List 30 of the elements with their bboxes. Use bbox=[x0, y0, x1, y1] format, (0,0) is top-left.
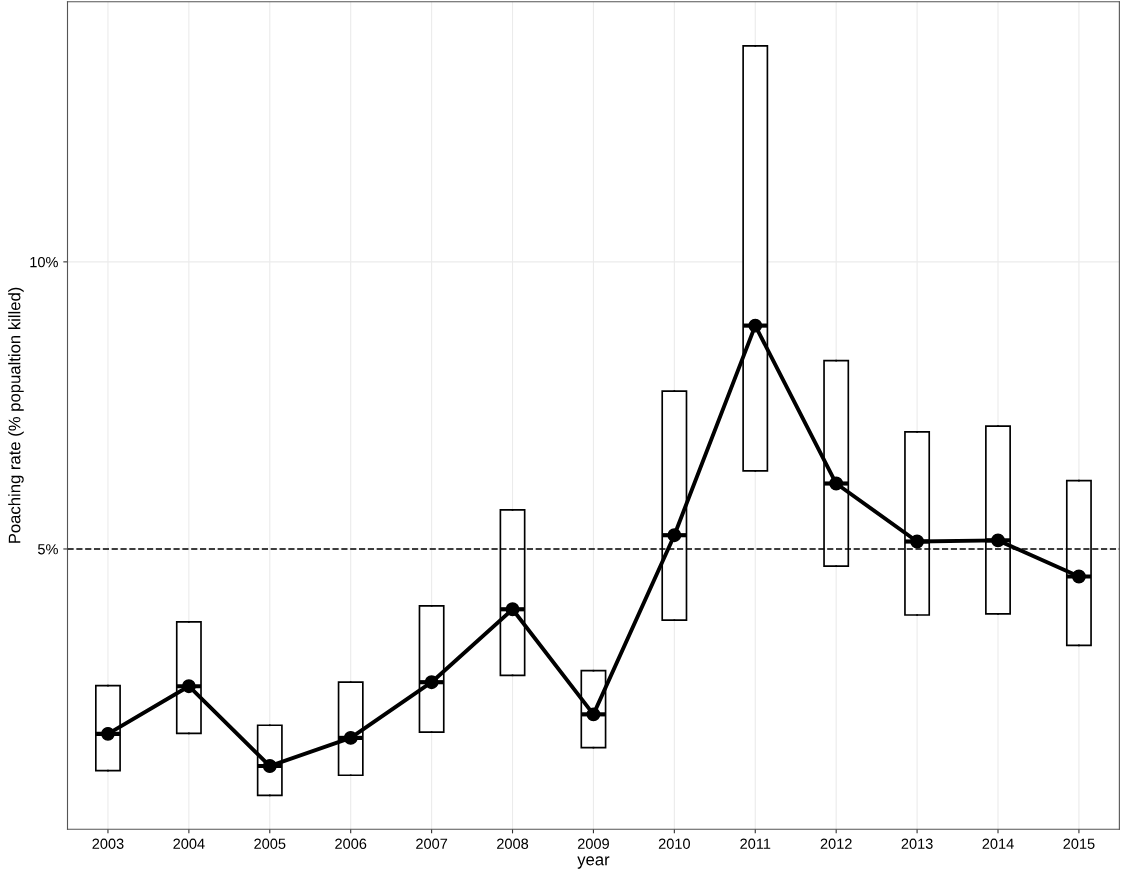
x-tick-label: 2014 bbox=[982, 838, 1014, 849]
point bbox=[181, 679, 196, 694]
point bbox=[343, 730, 358, 745]
x-tick-label: 2006 bbox=[335, 838, 367, 849]
x-tick-label: 2003 bbox=[92, 838, 124, 849]
x-tick-label: 2011 bbox=[740, 838, 771, 849]
x-tick-label: 2013 bbox=[901, 838, 933, 849]
x-tick-label: 2008 bbox=[497, 838, 529, 849]
x-tick-label: 2005 bbox=[254, 838, 286, 849]
x-tick-label: 2007 bbox=[416, 838, 448, 849]
point bbox=[505, 602, 520, 617]
point bbox=[586, 707, 601, 722]
point bbox=[667, 528, 682, 543]
point bbox=[991, 533, 1005, 548]
x-axis-title: year bbox=[577, 856, 610, 869]
point bbox=[424, 675, 439, 690]
x-tick-label: 2010 bbox=[658, 838, 690, 849]
x-tick-label: 2009 bbox=[577, 838, 609, 849]
y-tick-label: 5% bbox=[37, 544, 58, 555]
point bbox=[910, 534, 925, 549]
y-axis-title: Poaching rate (% popualtion killed) bbox=[8, 287, 24, 543]
x-tick-label: 2004 bbox=[173, 838, 205, 849]
point bbox=[1071, 569, 1086, 584]
point bbox=[101, 726, 115, 741]
point bbox=[829, 476, 844, 491]
x-tick-label: 2015 bbox=[1063, 838, 1095, 849]
point bbox=[262, 759, 277, 773]
x-tick-label: 2012 bbox=[820, 838, 852, 849]
point bbox=[748, 318, 763, 333]
y-tick-label: 10% bbox=[30, 256, 58, 268]
